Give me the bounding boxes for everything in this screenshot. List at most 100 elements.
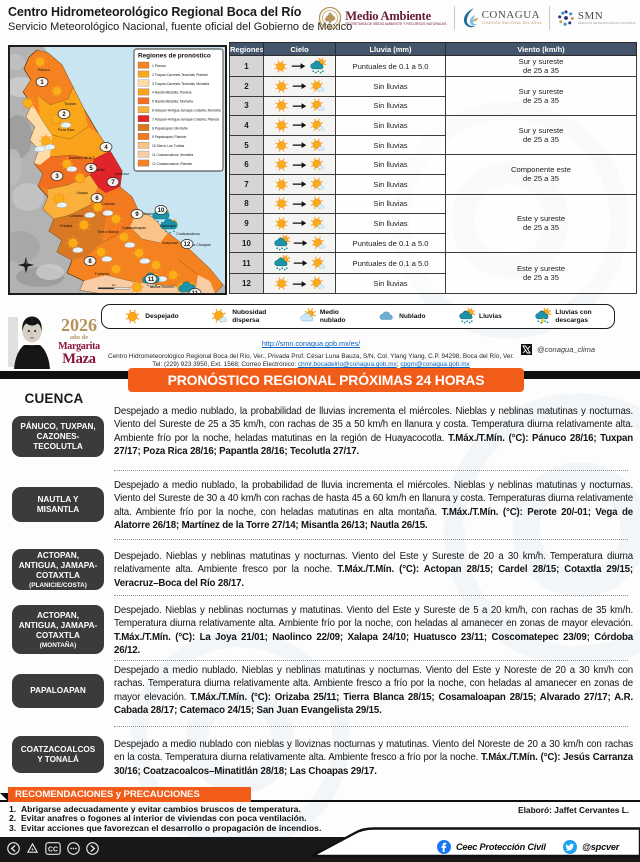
- legend-chip: [137, 133, 150, 140]
- cuenca-heading: CUENCA: [24, 391, 84, 406]
- page-title: Centro Hidrometeorológico Regional Boca …: [8, 5, 302, 19]
- map-region-marker: 9: [130, 209, 144, 219]
- map-region-marker: 2: [57, 109, 71, 119]
- arrow-icon: [292, 280, 307, 287]
- section-separator: [114, 660, 628, 661]
- year-badge-text: 2026 año de Margarita Maza: [56, 316, 102, 367]
- legend-chip-label: 9 Papaloapan; Planicie: [152, 135, 186, 139]
- rain-cell: Sin lluvias: [335, 76, 446, 97]
- region-number: 9: [229, 213, 264, 234]
- attribution-icon[interactable]: [26, 842, 39, 855]
- legend-item-label: Nublado: [399, 312, 426, 320]
- sun-cloud-icon: [310, 197, 325, 210]
- table-row-region-1: 1 Puntuales de 0.1 a 5.0 Sur y sureste de 2…: [229, 55, 637, 77]
- section-body: Despejado a medio nublado con nieblas y …: [114, 739, 633, 764]
- sun-cloud-icon: [310, 118, 325, 131]
- svg-text:8: 8: [88, 259, 92, 265]
- section-label-6: COATZACOALCOS Y TONALÁ: [12, 736, 104, 773]
- map-city-label: Tierra Blanca: [97, 230, 118, 234]
- spcver-handle[interactable]: @spcver: [563, 840, 619, 854]
- wind-cell: Sur y sureste de 25 a 35: [445, 75, 637, 117]
- map-city-label: Alvarado: [139, 212, 153, 216]
- sun-icon: [275, 217, 288, 230]
- svg-text:CC: CC: [48, 846, 58, 853]
- legend-item-sun: Despejado: [124, 308, 179, 325]
- svg-text:Regiones de pronóstico: Regiones de pronóstico: [138, 53, 211, 60]
- map-city-label: Tuxtepec: [95, 272, 110, 276]
- arrow-icon: [292, 220, 307, 227]
- section-temps: T.Máx./T.Mín. (°C): Pánuco 28/16; Tuxpan…: [114, 432, 633, 458]
- map-region-marker: 7: [106, 177, 120, 187]
- region-number: 1: [229, 55, 264, 77]
- section-label-text: ACTOPAN, ANTIGUA, JAMAPA- COTAXTLA: [18, 610, 98, 640]
- svg-text:11: 11: [192, 291, 199, 293]
- facebook-handle[interactable]: Ceec Protección Civil: [437, 840, 546, 854]
- table-row-region-7: 7 Sin lluvias: [229, 173, 637, 195]
- legend-item-label: Medio nublado: [319, 309, 346, 324]
- map-city-label: Coatzacoalcos: [176, 232, 200, 236]
- section-temps: T.Máx./T.Mín. (°C): Actopan 28/15; Carde…: [114, 564, 633, 589]
- map-sun-icon: [50, 84, 64, 98]
- forecast-regions-map[interactable]: Pánuco Tuxpan Poza Rica Martínez de la T. Mi…: [0, 45, 227, 298]
- sky-transition: [265, 157, 335, 172]
- legend-item-label: Despejado: [145, 312, 179, 320]
- svg-text:2: 2: [62, 112, 66, 118]
- rain-sun-icon: [274, 234, 290, 251]
- sun-icon: [275, 277, 288, 290]
- smn-name: SMN: [577, 9, 604, 22]
- address-line: Centro Hidrometeorológico Regional Boca …: [107, 353, 515, 360]
- main-banner: PRONÓSTICO REGIONAL PRÓXIMAS 24 HORAS: [128, 368, 524, 392]
- map-city-label: Matías Romero: [150, 285, 175, 289]
- section-sublabel-text: (PLANICIE/COSTA): [29, 581, 87, 589]
- sun-cloud-icon: [310, 177, 325, 190]
- legend-chip-label: 12 Coatzacoalcos; Planicie: [152, 162, 192, 166]
- cc-icon[interactable]: CC: [45, 842, 61, 855]
- email-link-1[interactable]: chmr.bocadelrio@conagua.gob.mx: [297, 361, 397, 368]
- table-row-region-2: 2 Sin lluvias Sur y sureste de 25 a 35: [229, 75, 637, 117]
- region-number: 11: [229, 252, 264, 275]
- map-sun-icon: [166, 268, 180, 282]
- legend-chip-label: 6 Actopan-Antigua-Jamapa-Cotaxtla; Monta…: [152, 109, 221, 113]
- logo-divider: [548, 6, 550, 30]
- legend-chip: [137, 150, 150, 158]
- recommendation-1: 1. Abrigarse adecuadamente y evitar camb…: [9, 804, 339, 814]
- credit-text: Elaboró: Jaffet Cervantes L.: [518, 805, 630, 815]
- sun-icon: [275, 99, 288, 112]
- wind-cell: Sur y sureste de 25 a 35: [445, 115, 637, 156]
- legend-chip: [137, 70, 150, 78]
- section-text-4: Despejado. Nieblas y neblinas nocturnas …: [114, 604, 633, 658]
- next-arrow-icon[interactable]: [86, 842, 99, 855]
- table-row-region-5: 5 Sin lluvias: [229, 134, 637, 156]
- legend-item-sun-cloud: Nubosidad dispersa: [211, 308, 266, 325]
- svg-text:6: 6: [95, 196, 99, 202]
- map-region-marker: 5: [84, 163, 98, 173]
- map-sun-icon: [109, 262, 123, 276]
- arrow-icon: [293, 260, 308, 267]
- email-link-2[interactable]: cpgm@conagua.gob.mx: [400, 361, 470, 368]
- map-sun-icon: [130, 280, 144, 294]
- sun-cloud-icon: [212, 308, 228, 323]
- map-city-label: Acayucan: [162, 241, 178, 245]
- section-body: Despejado a medio nublado, la probabilid…: [114, 406, 633, 444]
- smn-url-link[interactable]: http://smn.conagua.gob.mx/es/: [261, 339, 361, 348]
- prev-arrow-icon[interactable]: [7, 842, 20, 855]
- logo-strip: Medio Ambiente SECRETARÍA DE MEDIO AMBIE…: [318, 6, 636, 30]
- sky-cell: [263, 76, 336, 97]
- section-separator: [114, 595, 628, 596]
- map-sun-icon: [94, 245, 108, 259]
- logo-text-block: Medio Ambiente SECRETARÍA DE MEDIO AMBIE…: [345, 10, 446, 27]
- legend-chip: [137, 97, 150, 105]
- phone-prefix: Tel: (229) 923 3950, Ext. 1568; Correo E…: [152, 361, 298, 368]
- map-region-marker: 6: [90, 193, 104, 203]
- sky-cell: [263, 232, 336, 254]
- section-sublabel-text: (MONTAÑA): [39, 641, 77, 649]
- section-temps: T.Máx./T.Mín. (°C): Jesús Carranza 30/16…: [114, 752, 633, 777]
- map-city-label: Cotaxtla: [101, 202, 114, 206]
- more-dots-icon[interactable]: [67, 842, 80, 855]
- legend-item-cloud: Nublado: [378, 308, 425, 325]
- sky-cell: [263, 193, 336, 215]
- conagua-clima-handle[interactable]: @conagua_clima: [521, 344, 595, 355]
- svg-text:5: 5: [89, 166, 93, 172]
- region-number: 10: [229, 232, 264, 254]
- map-city-label: Cosamaloapan: [122, 226, 146, 230]
